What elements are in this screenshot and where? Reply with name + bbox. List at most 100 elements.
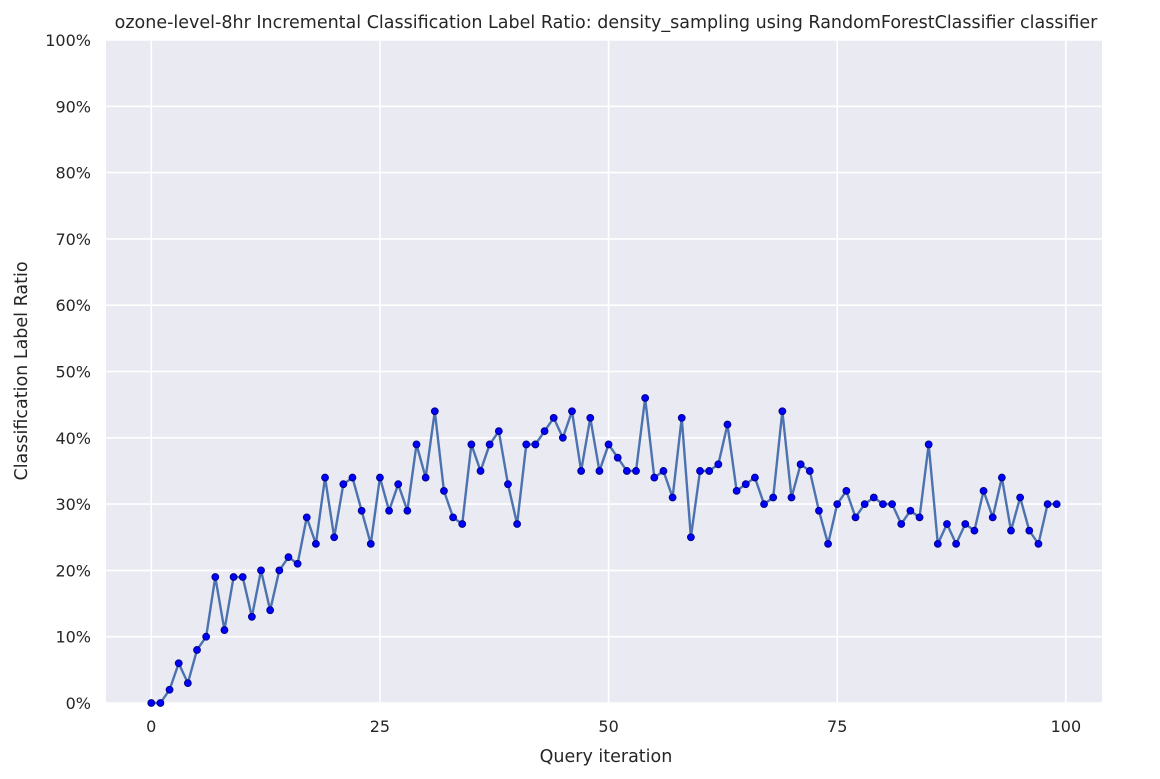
y-tick-label: 100% [45,31,91,50]
data-point [440,486,448,495]
data-point [650,473,659,482]
data-point [549,414,558,422]
data-point [879,500,887,509]
data-point [723,420,732,429]
data-point [906,506,915,515]
data-point [760,500,768,509]
data-point [229,573,238,581]
data-point [558,433,567,442]
data-point [202,632,211,641]
data-point [988,513,997,522]
data-point [1016,493,1025,502]
data-point [915,513,924,522]
data-point [494,427,503,436]
data-point [522,440,531,449]
y-tick-label: 60% [55,296,91,315]
data-point [302,513,311,522]
data-point [1025,526,1034,535]
data-point [183,679,192,688]
data-point [997,473,1006,482]
data-point [238,573,247,581]
x-tick-label: 100 [1051,717,1082,736]
data-point [293,559,302,568]
data-point [696,467,704,475]
y-axis-label: Classification Label Ratio [12,261,32,480]
x-tick-label: 75 [827,717,847,736]
y-axis-ticks: 0% 10% 20% 30% 40% 50% 60% 70% 80% 90% 100% [45,31,91,713]
y-tick-label: 30% [55,495,91,514]
data-point [924,440,933,449]
data-point [449,513,457,522]
data-point [632,467,640,475]
data-point [869,493,878,502]
data-point [604,440,613,449]
chart-title: ozone-level-8hr Incremental Classificati… [115,13,1098,33]
data-point [485,440,494,449]
data-point [705,467,714,475]
data-point [613,453,622,462]
data-point [787,493,796,502]
data-point [943,520,951,528]
data-point [376,473,384,482]
x-axis-ticks: 0 25 50 75 100 [146,717,1081,736]
data-point [970,526,979,535]
y-tick-label: 50% [55,363,91,382]
data-point [659,467,668,475]
data-point [266,606,275,615]
y-tick-label: 20% [55,561,91,580]
data-point [211,573,220,581]
data-point [357,506,366,515]
data-point [933,539,942,548]
y-tick-label: 80% [55,164,91,183]
grid-lines [106,39,1102,704]
data-point [888,500,896,509]
data-point [330,533,339,542]
data-point [312,539,320,548]
data-point [403,506,412,515]
data-point [275,566,284,575]
data-point [586,414,595,422]
data-point [686,533,695,542]
data-point [778,407,787,416]
data-point [165,685,174,694]
data-point [961,520,970,528]
data-point [430,407,439,416]
data-point [193,646,201,654]
data-point [979,486,988,495]
x-tick-label: 50 [598,717,618,736]
data-point [668,493,677,502]
data-point [641,394,650,402]
data-point [385,506,393,515]
data-point [1052,500,1061,509]
x-axis-label: Query iteration [540,747,673,767]
data-point [284,553,293,562]
data-point [860,500,869,509]
data-point [476,467,485,475]
data-point [842,486,851,495]
data-point [257,566,265,575]
data-point [1007,526,1015,535]
data-point [805,467,814,475]
data-point [1043,500,1052,509]
data-point [504,480,512,489]
data-point [412,440,421,449]
y-tick-label: 10% [55,628,91,647]
marker-layer [147,394,1061,707]
data-point [467,440,476,449]
y-tick-label: 70% [55,230,91,249]
data-point [247,612,256,621]
data-point [714,460,723,469]
data-point [833,500,842,509]
data-point [348,473,357,482]
y-tick-label: 40% [55,429,91,448]
series-line [150,396,1058,705]
y-tick-label: 0% [66,694,91,713]
data-point [394,480,403,489]
data-point [952,539,961,548]
series-layer [150,396,1058,705]
data-point [321,473,329,482]
data-point [156,699,165,707]
data-point [732,486,741,495]
y-tick-label: 90% [55,97,91,116]
x-tick-label: 25 [370,717,390,736]
